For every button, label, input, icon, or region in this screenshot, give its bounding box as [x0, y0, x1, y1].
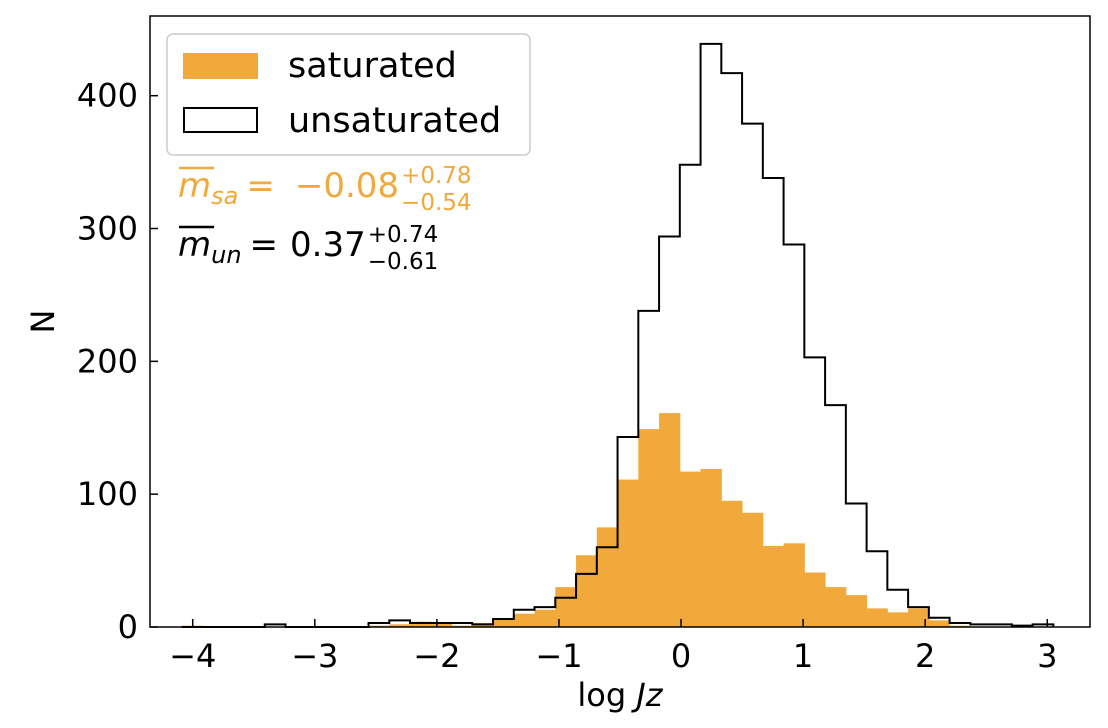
y-tick-label: 100 — [77, 475, 138, 513]
x-tick-label: 1 — [793, 637, 813, 675]
saturated-bar — [596, 527, 619, 627]
saturated-bar — [410, 621, 432, 627]
y-tick-label: 300 — [77, 210, 138, 248]
saturated-bar — [638, 429, 660, 627]
median-subscript: sa — [211, 182, 238, 210]
equals-sign: = — [250, 225, 279, 265]
legend-swatch-unsaturated — [183, 107, 258, 133]
x-tick-label: −1 — [535, 637, 582, 675]
saturated-bar — [513, 613, 536, 627]
median-annotation: mun = 0.37 — [178, 225, 366, 269]
saturated-bar — [825, 587, 847, 627]
y-tick-label: 400 — [77, 77, 138, 115]
upper-error: +0.74 — [368, 222, 438, 248]
saturated-bar — [887, 612, 909, 627]
median-symbol: m — [178, 225, 211, 265]
y-tick-label: 200 — [77, 342, 138, 380]
x-tick-label: −4 — [169, 637, 216, 675]
saturated-bar — [679, 471, 702, 627]
median-value: −0.08 — [295, 166, 399, 206]
saturated-bar — [908, 608, 930, 627]
median-subscript: un — [211, 241, 241, 269]
upper-error: +0.78 — [401, 163, 471, 189]
saturated-bar — [659, 413, 681, 627]
y-axis-label: N — [24, 310, 62, 334]
median-annotation: msa = −0.08 — [178, 166, 399, 210]
equals-sign: = — [246, 166, 275, 206]
x-tick-label: 0 — [671, 637, 691, 675]
plot-frame — [149, 15, 1091, 628]
tick-labels: −4 −3 −2 −1 0 1 2 3 0 100 200 300 400 — [77, 77, 1058, 675]
saturated-bar — [617, 479, 639, 627]
legend-label-unsaturated: unsaturated — [288, 101, 501, 141]
lower-error: −0.54 — [401, 190, 471, 216]
saturated-bar — [866, 608, 888, 627]
x-tick-label: 3 — [1037, 637, 1057, 675]
saturated-bar — [721, 500, 743, 627]
legend-swatch-saturated — [183, 53, 258, 79]
x-tick-label: −2 — [413, 637, 460, 675]
unsaturated-step-outline — [181, 42, 1055, 628]
x-tick-label: −3 — [291, 637, 338, 675]
saturated-bar — [783, 543, 805, 627]
saturated-bar — [762, 545, 785, 627]
saturated-bar — [493, 619, 515, 627]
lower-error: −0.61 — [368, 249, 438, 275]
saturated-bar — [804, 572, 826, 627]
saturated-bar — [389, 624, 411, 627]
median-value: 0.37 — [290, 225, 366, 265]
legend-label-saturated: saturated — [288, 46, 457, 86]
saturated-bar — [742, 512, 764, 627]
legend: saturated unsaturated — [166, 33, 531, 156]
saturated-bar — [845, 595, 868, 627]
saturated-bar — [534, 609, 556, 627]
y-tick-label: 0 — [118, 608, 138, 646]
saturated-bar — [430, 623, 453, 627]
x-axis-label: log Jz — [577, 676, 663, 714]
saturated-bars — [181, 413, 1034, 627]
saturated-bar — [576, 555, 598, 627]
x-tick-label: 2 — [915, 637, 935, 675]
saturated-bar — [700, 468, 722, 627]
saturated-bar — [928, 620, 951, 627]
median-symbol: m — [178, 166, 211, 206]
